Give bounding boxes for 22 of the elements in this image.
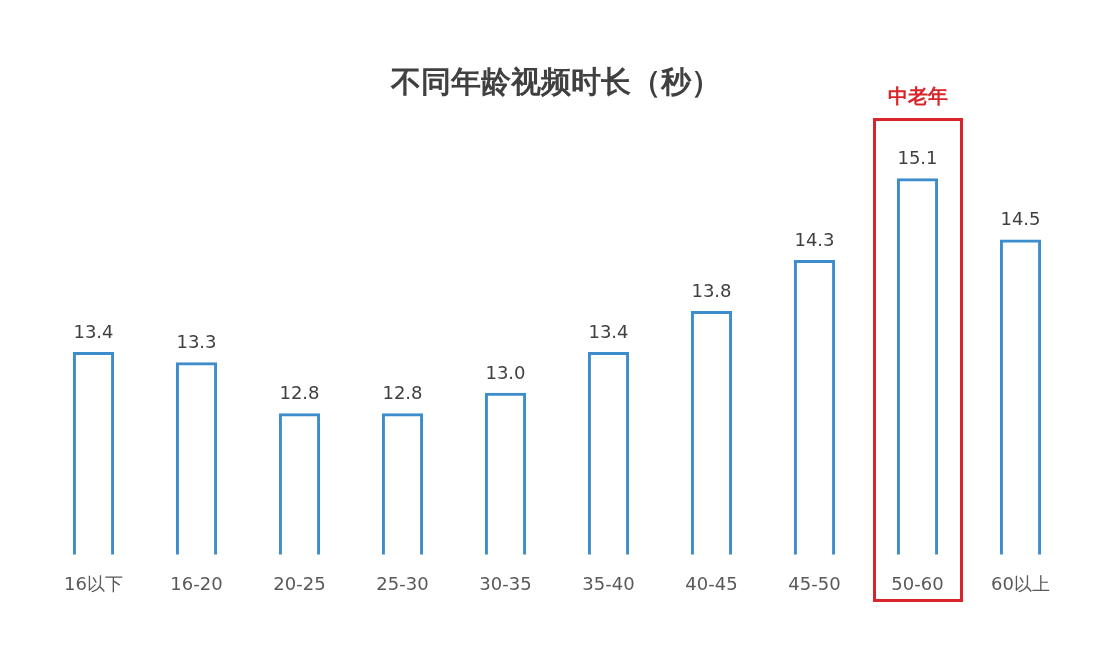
data-label: 14.3 [794, 228, 835, 250]
data-label: 13.3 [176, 330, 217, 352]
data-label: 14.5 [1000, 208, 1041, 230]
data-label: 15.1 [897, 146, 938, 168]
data-label: 12.8 [382, 381, 423, 403]
data-label: 13.4 [73, 320, 114, 342]
x-tick-label: 35-40 [582, 572, 635, 594]
x-tick-label: 50-60 [891, 572, 944, 594]
x-tick-label: 16-20 [170, 572, 223, 594]
chart-title: 不同年龄视频时长（秒） [391, 64, 721, 99]
data-label: 13.0 [485, 361, 526, 383]
x-tick-label: 30-35 [479, 572, 532, 594]
text: 中老年 [887, 83, 948, 110]
x-tick-label: 16以下 [64, 572, 123, 594]
x-tick-label: 45-50 [788, 572, 841, 594]
data-label: 13.4 [588, 320, 629, 342]
x-tick-label: 60以上 [991, 572, 1050, 594]
data-label: 12.8 [279, 381, 320, 403]
x-tick-label: 25-30 [376, 572, 429, 594]
x-tick-label: 40-45 [685, 572, 738, 594]
x-tick-label: 20-25 [273, 572, 326, 594]
data-label: 13.8 [691, 279, 732, 301]
